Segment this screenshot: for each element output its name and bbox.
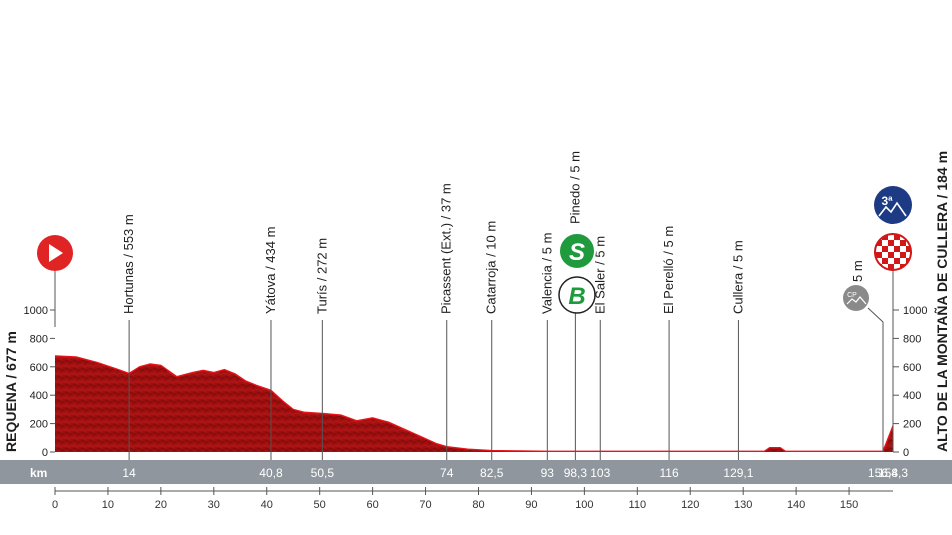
start-label: REQUENA / 677 m [3, 331, 19, 452]
x-tick-label: 20 [155, 499, 167, 511]
x-tick-label: 60 [366, 499, 378, 511]
km-bar-value: 50,5 [311, 466, 335, 480]
y-tick-label-left: 0 [42, 447, 48, 459]
y-tick-label-left: 400 [30, 390, 48, 402]
waypoint-label: Valencia / 5 m [539, 233, 554, 314]
km-bar [0, 460, 952, 484]
waypoint-markers: Hortunas / 553 m Yátova / 434 m Turís / 27… [121, 151, 865, 460]
y-axis-left: 0 200 400 600 800 1000 [24, 305, 55, 459]
finish-label: ALTO DE LA MONTAÑA DE CULLERA / 184 m [933, 151, 950, 452]
checkpoint-icon-text: CP [847, 292, 857, 299]
y-tick-label-right: 200 [903, 419, 921, 431]
waypoint-label: El Perelló / 5 m [661, 226, 676, 314]
finish-checkered-icon [874, 233, 912, 271]
waypoint-label: 5 m [850, 260, 865, 282]
km-bar-values: 14 40,8 50,5 74 82,5 93 98,3 103 116 129,1 156,415… [122, 466, 908, 480]
waypoint-label: Catarroja / 10 m [484, 221, 499, 314]
x-axis-ticks: 0 10 20 30 40 50 60 70 80 90 100 110 120 130 140 150 [52, 487, 858, 511]
x-tick-label: 140 [787, 499, 805, 511]
x-tick-label: 30 [208, 499, 220, 511]
km-bar-value: 158,3 [878, 466, 908, 480]
x-tick-label: 0 [52, 499, 58, 511]
km-bar-value: 93 [541, 466, 555, 480]
km-bar-value: 116 [660, 466, 679, 480]
waypoint-label: Picassent (Ext.) / 37 m [439, 183, 454, 314]
sprint-icon-letter: S [569, 239, 585, 266]
y-tick-label-left: 600 [30, 362, 48, 374]
y-tick-label-right: 0 [903, 447, 909, 459]
x-tick-label: 100 [575, 499, 593, 511]
y-tick-label-right: 600 [903, 362, 921, 374]
x-tick-label: 110 [629, 499, 647, 511]
waypoint-label: Yátova / 434 m [263, 227, 278, 314]
x-tick-label: 50 [314, 499, 326, 511]
km-bar-value: 82,5 [480, 466, 504, 480]
y-tick-label-left: 1000 [24, 305, 48, 317]
x-tick-label: 150 [840, 499, 858, 511]
x-tick-label: 120 [681, 499, 699, 511]
y-tick-label-right: 1000 [903, 305, 927, 317]
km-bar-value: 40,8 [259, 466, 283, 480]
elevation-profile-outline [54, 355, 894, 452]
y-axis-right: 0 200 400 600 800 1000 [893, 305, 927, 459]
climb-category-icon: 3ª [874, 186, 912, 224]
km-bar-value: 74 [440, 466, 454, 480]
km-bar-value: 98,3 [564, 466, 588, 480]
checkpoint-leader-line [867, 307, 884, 452]
checkpoint-icon: CP [843, 285, 869, 311]
sprint-icon: S [558, 232, 596, 270]
km-bar-value: 156,4 [868, 466, 898, 480]
x-tick-label: 40 [261, 499, 273, 511]
x-tick-label: 10 [102, 499, 114, 511]
x-tick-label: 80 [472, 499, 484, 511]
km-bar-value: 129,1 [723, 466, 753, 480]
waypoint-label: Hortunas / 553 m [121, 214, 136, 314]
x-tick-label: 90 [525, 499, 537, 511]
y-tick-label-left: 200 [30, 419, 48, 431]
x-tick-label: 130 [734, 499, 752, 511]
waypoint-label: Pinedo / 5 m [567, 151, 582, 224]
bonus-seconds-icon: B [558, 276, 596, 314]
y-tick-label-left: 800 [30, 333, 48, 345]
km-bar-value: 103 [590, 466, 610, 480]
km-bar-value: 14 [122, 466, 136, 480]
waypoint-label: Cullera / 5 m [730, 240, 745, 314]
waypoint-label: El Saler / 5 m [592, 236, 607, 314]
elevation-profile-area [55, 355, 893, 452]
y-tick-label-right: 800 [903, 333, 921, 345]
start-play-icon [37, 235, 73, 271]
y-tick-label-right: 400 [903, 390, 921, 402]
km-bar-label: km [30, 466, 47, 480]
x-tick-label: 70 [419, 499, 431, 511]
bonus-icon-letter: B [568, 283, 585, 310]
waypoint-label: Turís / 272 m [314, 238, 329, 314]
climb-category-text: 3ª [881, 194, 893, 208]
